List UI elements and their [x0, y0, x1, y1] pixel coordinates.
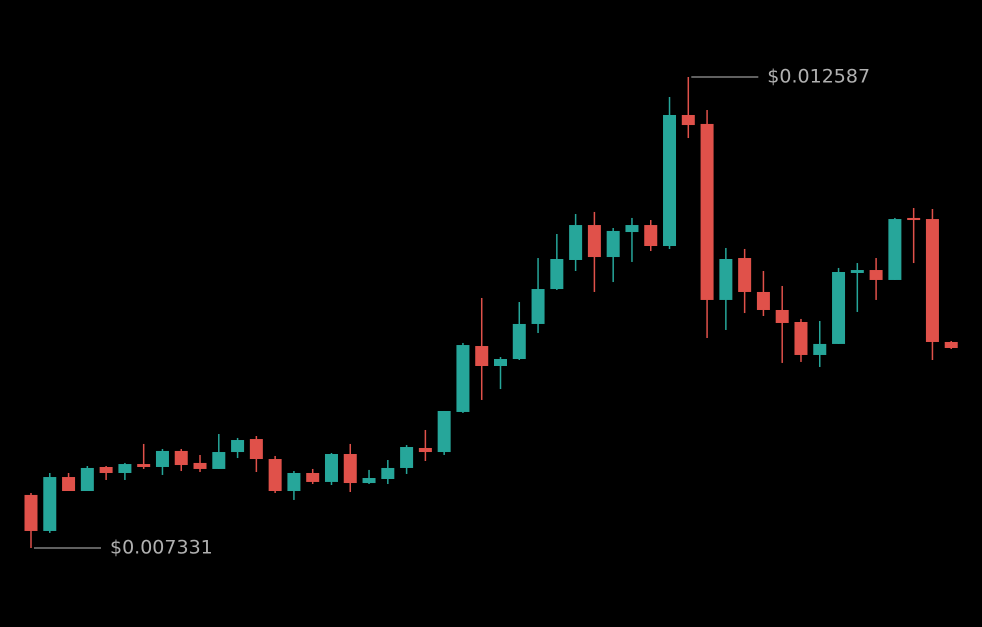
- candle-body: [287, 472, 301, 492]
- candle-body: [174, 450, 188, 466]
- candle-body: [62, 477, 76, 492]
- candle-body: [494, 359, 507, 366]
- candle-body: [606, 230, 620, 258]
- candle-body: [137, 464, 151, 467]
- candle-body: [306, 472, 320, 482]
- candle-body: [907, 217, 921, 221]
- candle-body: [475, 346, 489, 366]
- candle-body: [569, 225, 583, 260]
- annotation-label: $0.012587: [767, 66, 870, 88]
- candle-body: [719, 259, 733, 300]
- annotation-label: $0.007331: [110, 537, 213, 559]
- candle-body: [193, 462, 207, 469]
- candle-body: [155, 450, 169, 467]
- candle-body: [343, 453, 357, 484]
- candle-body: [118, 464, 132, 473]
- candle-body: [738, 258, 752, 292]
- candle-body: [212, 452, 226, 469]
- candle-body: [43, 477, 57, 531]
- candle-body: [381, 467, 395, 479]
- candle-body: [99, 466, 113, 473]
- candle-body: [663, 114, 677, 247]
- candle-body: [418, 447, 432, 453]
- candle-body: [775, 309, 789, 323]
- candle-body: [794, 321, 808, 355]
- candle-body: [644, 225, 658, 247]
- candle-body: [249, 439, 263, 460]
- candle-body: [362, 478, 376, 484]
- candle-body: [400, 447, 414, 468]
- candle-body: [888, 219, 902, 280]
- candle-body: [869, 270, 883, 280]
- candle-body: [700, 123, 714, 300]
- candle-body: [813, 343, 827, 355]
- candle-body: [80, 467, 94, 492]
- candle-body: [944, 341, 958, 348]
- candle-body: [925, 219, 939, 342]
- candle-body: [231, 440, 245, 453]
- candle-body: [324, 453, 338, 482]
- candle-body: [625, 225, 639, 233]
- candle-body: [24, 494, 38, 531]
- candle-body: [456, 345, 470, 412]
- candle-body: [681, 114, 695, 126]
- candle-body: [550, 259, 564, 290]
- candle-body: [512, 323, 526, 360]
- candle-body: [587, 225, 601, 258]
- candle-body: [832, 271, 846, 344]
- candle-body: [756, 291, 770, 310]
- candle-body: [437, 410, 451, 453]
- candle-body: [268, 459, 282, 492]
- candle-body: [531, 289, 545, 324]
- candle-body: [850, 270, 864, 273]
